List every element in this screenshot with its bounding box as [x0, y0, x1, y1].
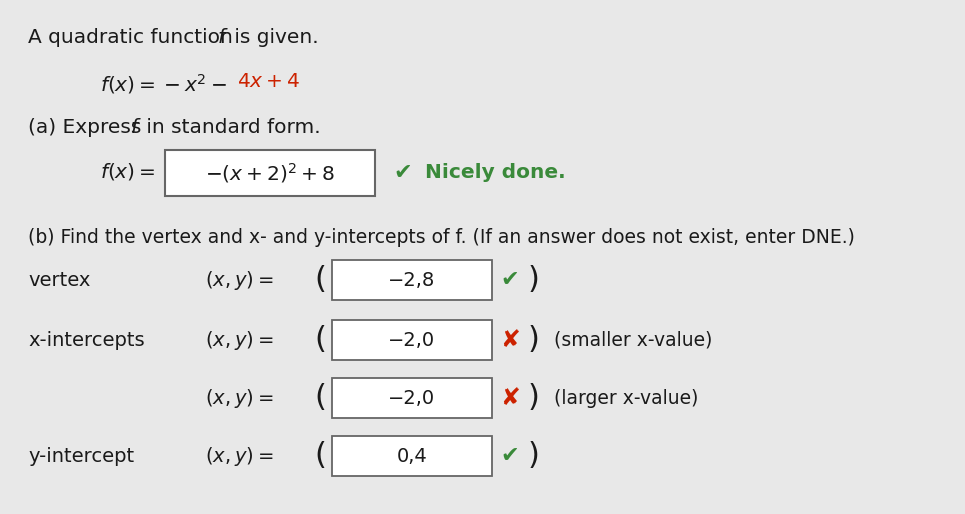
FancyBboxPatch shape — [332, 378, 492, 418]
FancyBboxPatch shape — [332, 260, 492, 300]
Text: ✔: ✔ — [394, 163, 412, 183]
Text: −2,8: −2,8 — [388, 270, 435, 289]
Text: (: ( — [314, 442, 326, 470]
Text: ): ) — [528, 266, 540, 295]
Text: (: ( — [314, 325, 326, 355]
Text: A quadratic function: A quadratic function — [28, 28, 239, 47]
Text: (b) Find the vertex and x- and y-intercepts of f. (If an answer does not exist, : (b) Find the vertex and x- and y-interce… — [28, 228, 855, 247]
Text: ): ) — [528, 325, 540, 355]
Text: (: ( — [314, 266, 326, 295]
FancyBboxPatch shape — [165, 150, 375, 196]
Text: ): ) — [528, 383, 540, 413]
Text: (: ( — [314, 383, 326, 413]
Text: $(x, y) =$: $(x, y) =$ — [205, 268, 273, 291]
Text: ✔: ✔ — [501, 270, 519, 290]
Text: −2,0: −2,0 — [389, 389, 435, 408]
Text: (smaller x-value): (smaller x-value) — [554, 331, 712, 350]
Text: vertex: vertex — [28, 270, 91, 289]
Text: f: f — [131, 118, 138, 137]
Text: ✘: ✘ — [500, 386, 520, 410]
Text: $(x, y) =$: $(x, y) =$ — [205, 387, 273, 410]
Text: f: f — [218, 28, 225, 47]
Text: $(x, y) =$: $(x, y) =$ — [205, 328, 273, 352]
Text: y-intercept: y-intercept — [28, 447, 134, 466]
Text: $f(x) = -x^2 - $: $f(x) = -x^2 - $ — [100, 72, 227, 96]
Text: is given.: is given. — [228, 28, 318, 47]
Text: −2,0: −2,0 — [389, 331, 435, 350]
Text: ): ) — [528, 442, 540, 470]
Text: $4x + 4$: $4x + 4$ — [237, 72, 300, 91]
Text: Nicely done.: Nicely done. — [425, 163, 565, 182]
Text: ✘: ✘ — [500, 328, 520, 352]
Text: $-(x+2)^2+8$: $-(x+2)^2+8$ — [205, 161, 335, 185]
Text: in standard form.: in standard form. — [140, 118, 320, 137]
Text: $(x, y) =$: $(x, y) =$ — [205, 445, 273, 468]
Text: (larger x-value): (larger x-value) — [554, 389, 699, 408]
Text: x-intercepts: x-intercepts — [28, 331, 145, 350]
Text: (a) Express: (a) Express — [28, 118, 148, 137]
FancyBboxPatch shape — [332, 436, 492, 476]
Text: ✔: ✔ — [501, 446, 519, 466]
FancyBboxPatch shape — [332, 320, 492, 360]
Text: 0,4: 0,4 — [397, 447, 427, 466]
Text: $f(x) =$: $f(x) =$ — [100, 161, 155, 182]
